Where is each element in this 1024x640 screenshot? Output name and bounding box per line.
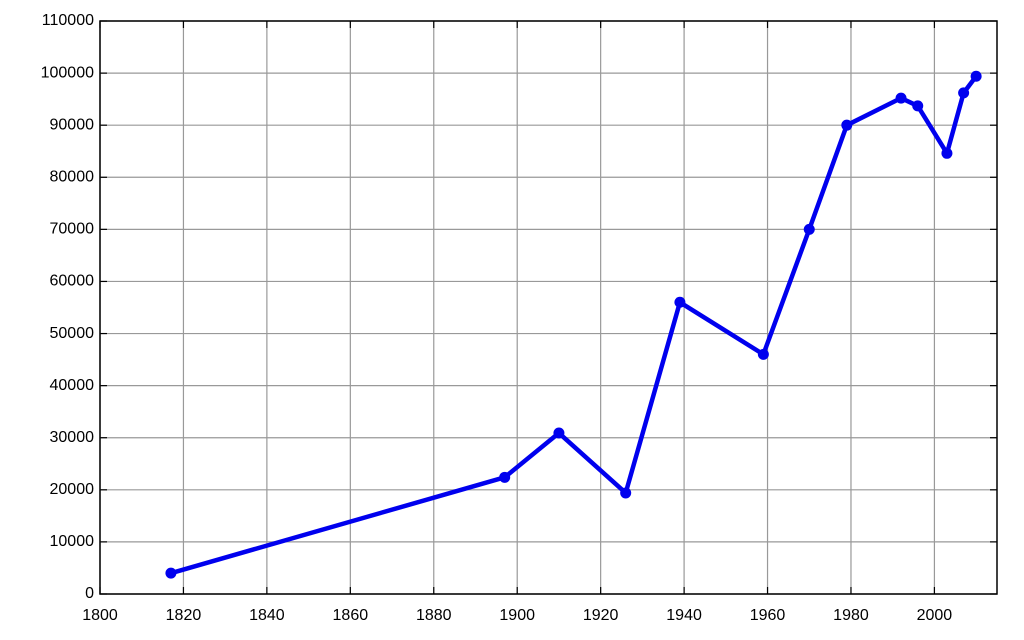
x-tick-label: 1960 bbox=[750, 607, 786, 624]
x-tick-label: 1800 bbox=[82, 607, 118, 624]
x-tick-label: 1940 bbox=[666, 607, 702, 624]
y-tick-label: 0 bbox=[85, 585, 94, 602]
data-point bbox=[895, 92, 907, 104]
x-tick-label: 1860 bbox=[333, 607, 369, 624]
x-tick-label: 1920 bbox=[583, 607, 619, 624]
data-point bbox=[757, 348, 769, 360]
data-point bbox=[958, 87, 970, 99]
y-tick-label: 60000 bbox=[50, 273, 95, 290]
y-tick-label: 90000 bbox=[50, 116, 95, 133]
y-tick-label: 30000 bbox=[50, 429, 95, 446]
y-tick-label: 110000 bbox=[42, 12, 94, 29]
data-point bbox=[553, 427, 565, 439]
data-point bbox=[620, 487, 632, 499]
data-point bbox=[941, 147, 953, 159]
y-tick-label: 70000 bbox=[50, 221, 95, 238]
x-tick-label: 1980 bbox=[833, 607, 869, 624]
y-tick-label: 100000 bbox=[41, 64, 94, 81]
x-tick-label: 1900 bbox=[499, 607, 535, 624]
x-tick-label: 2000 bbox=[917, 607, 953, 624]
y-tick-label: 50000 bbox=[50, 325, 95, 342]
data-point bbox=[803, 223, 815, 235]
data-point bbox=[674, 296, 686, 308]
data-point bbox=[970, 70, 982, 82]
y-tick-label: 40000 bbox=[50, 377, 95, 394]
y-tick-label: 80000 bbox=[50, 168, 95, 185]
data-point bbox=[165, 567, 177, 579]
y-tick-label: 10000 bbox=[50, 533, 95, 550]
x-tick-label: 1880 bbox=[416, 607, 452, 624]
x-tick-label: 1840 bbox=[249, 607, 285, 624]
data-point bbox=[912, 100, 924, 112]
y-tick-label: 20000 bbox=[50, 481, 95, 498]
data-point bbox=[841, 119, 853, 131]
data-point bbox=[499, 471, 511, 483]
x-tick-label: 1820 bbox=[166, 607, 202, 624]
plot-frame bbox=[99, 20, 998, 595]
data-line bbox=[170, 74, 978, 576]
